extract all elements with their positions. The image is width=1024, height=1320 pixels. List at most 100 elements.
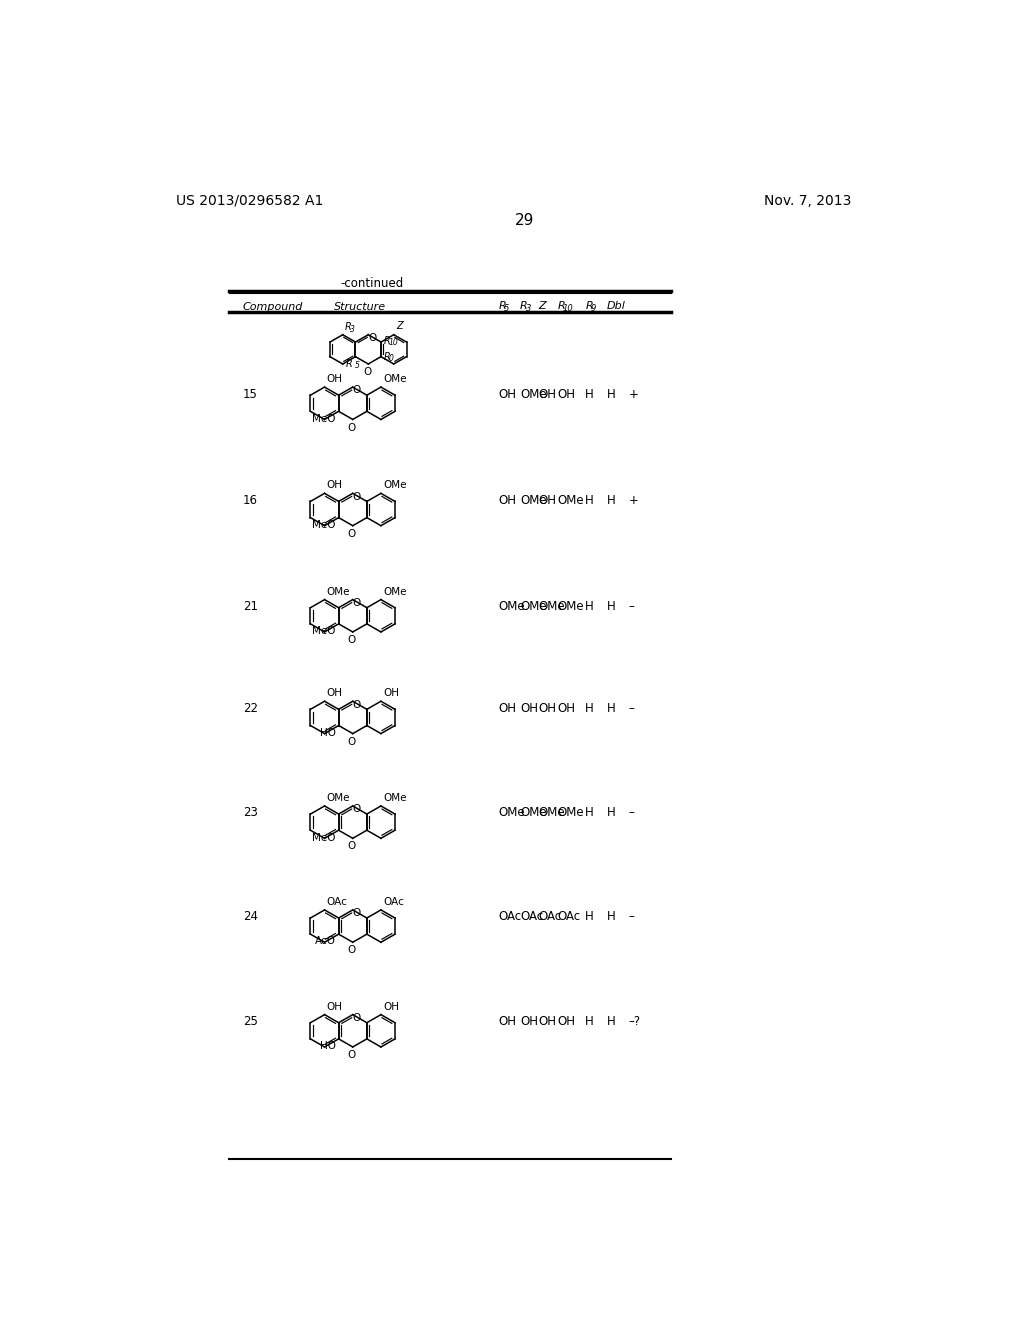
Text: OH: OH (557, 1015, 575, 1028)
Text: O: O (352, 908, 360, 919)
Text: OAc: OAc (383, 896, 404, 907)
Text: OAc: OAc (520, 911, 544, 924)
Text: H: H (607, 911, 615, 924)
Text: Structure: Structure (335, 302, 387, 312)
Text: OH: OH (326, 374, 342, 384)
Text: Nov. 7, 2013: Nov. 7, 2013 (764, 194, 851, 207)
Text: 22: 22 (243, 702, 258, 714)
Text: +: + (629, 388, 639, 400)
Text: O: O (348, 945, 356, 956)
Text: H: H (607, 702, 615, 714)
Text: OMe: OMe (383, 586, 407, 597)
Text: O: O (352, 598, 360, 609)
Text: MeO: MeO (312, 833, 336, 842)
Text: -continued: -continued (341, 277, 403, 289)
Text: H: H (586, 911, 594, 924)
Text: O: O (348, 1051, 356, 1060)
Text: 23: 23 (243, 807, 258, 820)
Text: OMe: OMe (557, 494, 584, 507)
Text: 5: 5 (354, 360, 359, 370)
Text: OMe: OMe (383, 793, 407, 803)
Text: OH: OH (539, 1015, 557, 1028)
Text: OH: OH (326, 1002, 342, 1011)
Text: H: H (607, 388, 615, 400)
Text: R: R (586, 301, 593, 312)
Text: OMe: OMe (326, 586, 349, 597)
Text: OH: OH (520, 702, 539, 714)
Text: –: – (629, 911, 635, 924)
Text: Z: Z (396, 321, 402, 331)
Text: OH: OH (499, 494, 516, 507)
Text: OMe: OMe (539, 807, 565, 820)
Text: O: O (348, 422, 356, 433)
Text: H: H (586, 601, 594, 612)
Text: 10: 10 (563, 304, 573, 313)
Text: MeO: MeO (312, 520, 336, 529)
Text: OH: OH (326, 480, 342, 490)
Text: OMe: OMe (520, 494, 547, 507)
Text: 3: 3 (350, 325, 354, 334)
Text: 24: 24 (243, 911, 258, 924)
Text: Z: Z (539, 301, 547, 312)
Text: OMe: OMe (520, 388, 547, 400)
Text: MeO: MeO (312, 413, 336, 424)
Text: OH: OH (499, 388, 516, 400)
Text: OH: OH (499, 702, 516, 714)
Text: O: O (368, 333, 377, 343)
Text: OH: OH (539, 388, 557, 400)
Text: OMe: OMe (557, 807, 584, 820)
Text: Dbl: Dbl (607, 301, 626, 312)
Text: OMe: OMe (499, 807, 525, 820)
Text: OMe: OMe (326, 793, 349, 803)
Text: O: O (348, 635, 356, 645)
Text: OH: OH (383, 1002, 399, 1011)
Text: R: R (383, 335, 390, 346)
Text: H: H (586, 807, 594, 820)
Text: O: O (352, 491, 360, 502)
Text: 5: 5 (504, 304, 509, 313)
Text: –?: –? (629, 1015, 641, 1028)
Text: HO: HO (319, 1041, 336, 1051)
Text: OH: OH (557, 702, 575, 714)
Text: H: H (607, 494, 615, 507)
Text: MeO: MeO (312, 626, 336, 636)
Text: OMe: OMe (383, 480, 407, 490)
Text: 29: 29 (515, 213, 535, 227)
Text: OH: OH (520, 1015, 539, 1028)
Text: 3: 3 (525, 304, 531, 313)
Text: US 2013/0296582 A1: US 2013/0296582 A1 (176, 194, 324, 207)
Text: OH: OH (499, 1015, 516, 1028)
Text: OMe: OMe (557, 601, 584, 612)
Text: O: O (352, 804, 360, 814)
Text: H: H (607, 807, 615, 820)
Text: O: O (352, 1012, 360, 1023)
Text: R: R (346, 359, 352, 370)
Text: 25: 25 (243, 1015, 258, 1028)
Text: O: O (364, 367, 372, 378)
Text: AcO: AcO (314, 936, 336, 946)
Text: H: H (607, 1015, 615, 1028)
Text: Compound: Compound (243, 302, 303, 312)
Text: R: R (520, 301, 528, 312)
Text: OMe: OMe (520, 601, 547, 612)
Text: OMe: OMe (539, 601, 565, 612)
Text: H: H (586, 494, 594, 507)
Text: –: – (629, 702, 635, 714)
Text: H: H (607, 601, 615, 612)
Text: O: O (348, 841, 356, 851)
Text: H: H (586, 702, 594, 714)
Text: 16: 16 (243, 494, 258, 507)
Text: OH: OH (383, 688, 399, 698)
Text: OAc: OAc (499, 911, 521, 924)
Text: OAc: OAc (539, 911, 562, 924)
Text: HO: HO (319, 727, 336, 738)
Text: OH: OH (539, 494, 557, 507)
Text: OH: OH (326, 688, 342, 698)
Text: –: – (629, 601, 635, 612)
Text: O: O (352, 700, 360, 710)
Text: –: – (629, 807, 635, 820)
Text: OMe: OMe (520, 807, 547, 820)
Text: OH: OH (539, 702, 557, 714)
Text: H: H (586, 388, 594, 400)
Text: O: O (348, 529, 356, 539)
